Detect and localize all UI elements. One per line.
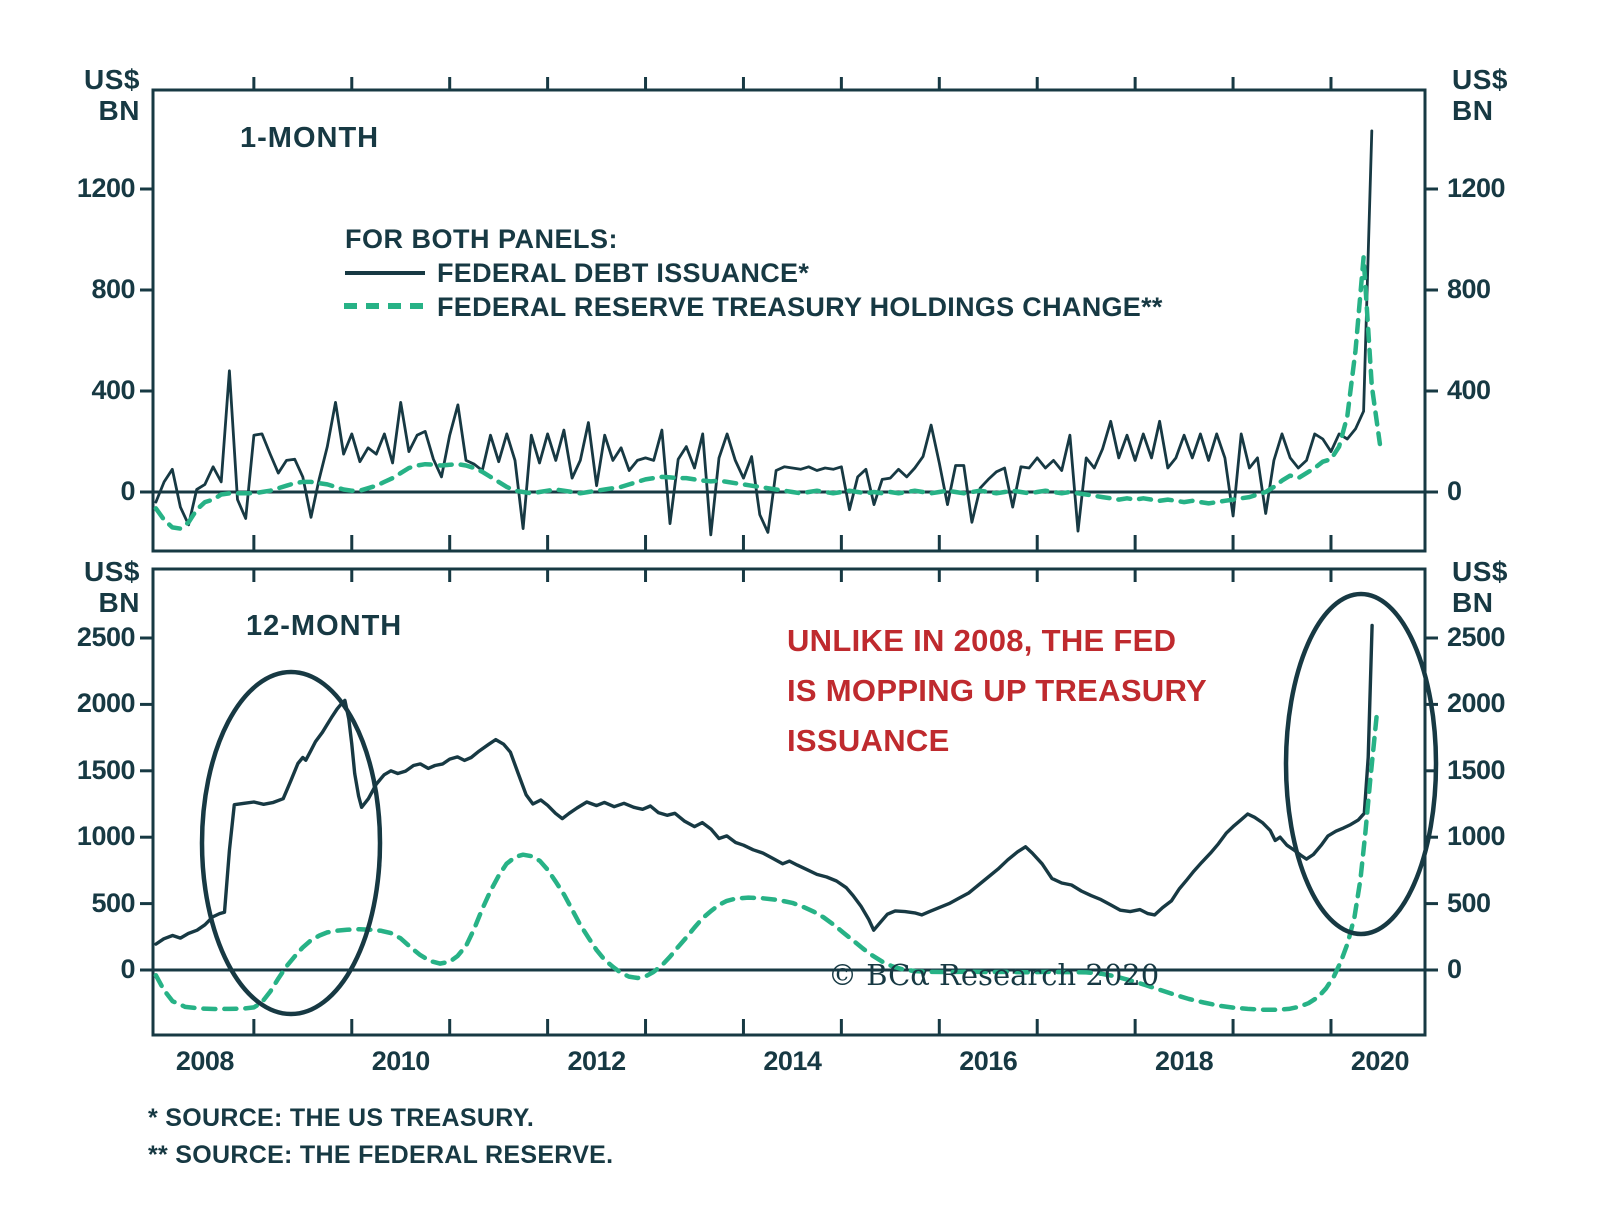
annotation-text: UNLIKE IN 2008, THE FED IS MOPPING UP TR…: [787, 616, 1267, 766]
x-axis-label-2012: 2012: [567, 1046, 627, 1076]
legend-item-debt-issuance: FEDERAL DEBT ISSUANCE*: [437, 258, 810, 288]
x-axis-label-2018: 2018: [1155, 1046, 1214, 1076]
bottom-fed-holdings-series: [153, 710, 1380, 1013]
bottom-y-axis-label-right-500: 500: [1447, 887, 1491, 918]
panel-title-12-month: 12-MONTH: [246, 610, 403, 642]
bottom-y-axis-label-left-2000: 2000: [76, 688, 136, 719]
y-unit-bottom-left: US$ BN: [84, 556, 140, 618]
bot-panel-frame: [151, 567, 1427, 1037]
bottom-y-axis-label-left-1000: 1000: [76, 821, 136, 852]
bottom-y-axis-label-right-1500: 1500: [1447, 754, 1506, 785]
top-y-axis-label-left-800: 800: [91, 274, 135, 304]
annotation-line-3: ISSUANCE: [787, 723, 950, 758]
top-y-axis-label-left-400: 400: [91, 375, 135, 405]
panel-title-1-month: 1-MONTH: [240, 122, 380, 154]
top-y-axis-label-right-400: 400: [1447, 375, 1491, 405]
footnote-source-treasury: * SOURCE: THE US TREASURY.: [148, 1104, 535, 1132]
bottom-y-axis-label-left-500: 500: [91, 887, 135, 918]
ellipse-annotation-2020: [1283, 591, 1439, 937]
bottom-debt-issuance-series: [154, 623, 1374, 946]
x-axis-label-2010: 2010: [371, 1046, 431, 1076]
top-panel-frame: [151, 88, 1427, 553]
bottom-y-axis-label-right-2500: 2500: [1447, 622, 1506, 652]
x-axis-label-2014: 2014: [763, 1046, 822, 1076]
y-unit-top-left: US$ BN: [84, 64, 140, 126]
ellipse-annotation-2008: [199, 669, 383, 1017]
copyright-text: © BCα Research 2020: [828, 958, 1160, 992]
top-y-axis-label-left-0: 0: [120, 476, 135, 506]
legend-item-fed-holdings: FEDERAL RESERVE TREASURY HOLDINGS CHANGE…: [437, 292, 1163, 322]
x-axis-label-2020: 2020: [1350, 1046, 1410, 1076]
legend-heading: FOR BOTH PANELS:: [345, 224, 618, 254]
top-y-axis-label-right-0: 0: [1447, 476, 1462, 506]
top-y-axis-label-right-800: 800: [1447, 274, 1491, 304]
top-y-axis-label-left-1200: 1200: [76, 173, 136, 203]
bottom-y-axis-label-right-0: 0: [1447, 954, 1462, 984]
bottom-y-axis-label-right-2000: 2000: [1447, 688, 1506, 719]
y-unit-top-right: US$ BN: [1452, 64, 1508, 126]
footnote-source-fed: ** SOURCE: THE FEDERAL RESERVE.: [148, 1141, 614, 1169]
bottom-y-axis-label-left-0: 0: [120, 954, 135, 984]
bottom-y-axis-label-left-1500: 1500: [76, 754, 136, 785]
y-unit-bottom-right: US$ BN: [1452, 556, 1508, 618]
legend-solid-line-icon: [345, 271, 425, 275]
bottom-y-axis-label-right-1000: 1000: [1447, 821, 1506, 852]
top-fed-holdings-series: [153, 254, 1383, 531]
top-y-axis-label-right-1200: 1200: [1447, 173, 1506, 203]
x-axis-label-2016: 2016: [959, 1046, 1018, 1076]
x-axis-label-2008: 2008: [175, 1046, 235, 1076]
legend-dashed-line-icon: [344, 303, 428, 309]
annotation-line-2: IS MOPPING UP TREASURY: [787, 673, 1207, 708]
top-debt-issuance-series: [154, 129, 1374, 537]
annotation-line-1: UNLIKE IN 2008, THE FED: [787, 623, 1177, 658]
bottom-y-axis-label-left-2500: 2500: [76, 622, 136, 652]
